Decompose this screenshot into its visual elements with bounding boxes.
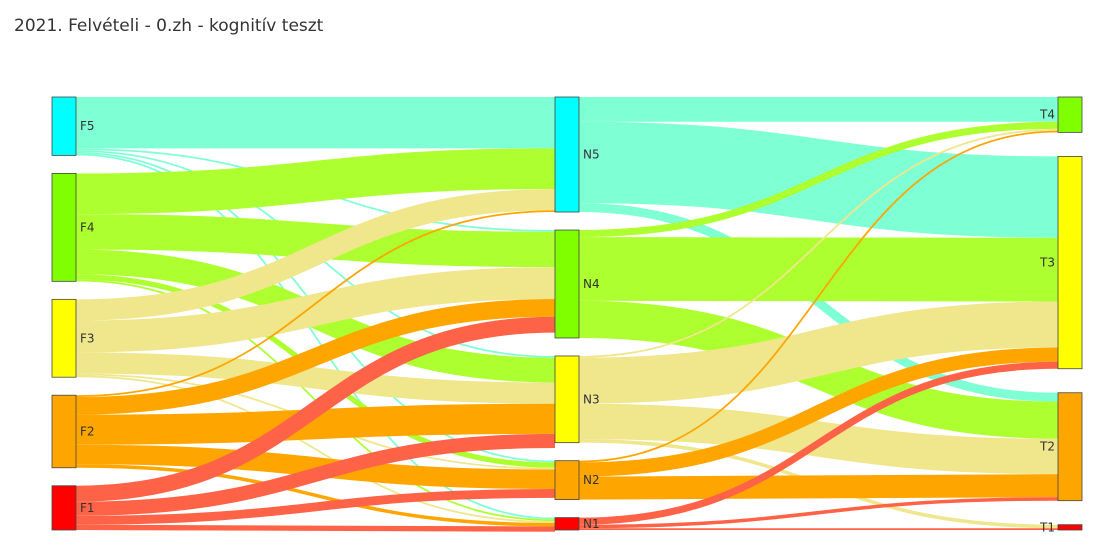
- link-n2-t2[interactable]: [578, 474, 1059, 500]
- node-label-n3: N3: [583, 392, 600, 406]
- link-n3-t4[interactable]: [578, 128, 1059, 358]
- labels-layer: F5 F4 F3 F2 F1 N5 N4 N3 N2 N1 T4 T3 T2 T1: [80, 108, 1055, 535]
- node-label-f4: F4: [80, 220, 95, 234]
- link-n5-t2[interactable]: [578, 203, 1059, 402]
- link-f2-n1[interactable]: [75, 464, 556, 527]
- link-f4-n5[interactable]: [75, 148, 556, 215]
- node-t1[interactable]: [1057, 524, 1083, 531]
- node-label-t4: T4: [1039, 108, 1055, 122]
- node-label-t2: T2: [1039, 440, 1055, 454]
- link-n1-t3[interactable]: [578, 361, 1059, 525]
- nodes-layer: [51, 96, 1083, 531]
- link-f1-n2[interactable]: [75, 488, 556, 525]
- node-label-n4: N4: [583, 277, 600, 291]
- chart-title: 2021. Felvételi - 0.zh - kognitív teszt: [14, 16, 324, 36]
- node-n4[interactable]: [554, 229, 580, 339]
- link-n4-t3[interactable]: [578, 237, 1059, 302]
- link-n4-t4[interactable]: [578, 121, 1059, 238]
- link-f1-n4[interactable]: [75, 316, 556, 502]
- link-f3-n1[interactable]: [75, 375, 556, 523]
- link-f3-n5[interactable]: [75, 189, 556, 321]
- node-f3[interactable]: [51, 298, 77, 378]
- node-label-n1: N1: [583, 517, 600, 531]
- node-label-f2: F2: [80, 424, 95, 438]
- link-n3-t3[interactable]: [578, 301, 1059, 404]
- link-f1-n3[interactable]: [75, 433, 556, 516]
- link-f3-n3[interactable]: [75, 352, 556, 404]
- link-f1-n1[interactable]: [75, 524, 556, 532]
- link-n1-t2[interactable]: [578, 497, 1059, 529]
- link-f3-n4[interactable]: [75, 267, 556, 353]
- link-f2-n4[interactable]: [75, 299, 556, 415]
- node-f5[interactable]: [51, 96, 77, 156]
- node-label-n5: N5: [583, 148, 600, 162]
- node-label-f5: F5: [80, 119, 95, 133]
- node-f1[interactable]: [51, 485, 77, 531]
- node-t4[interactable]: [1057, 96, 1083, 133]
- link-n2-t4[interactable]: [578, 130, 1059, 463]
- node-n3[interactable]: [554, 355, 580, 444]
- node-n5[interactable]: [554, 96, 580, 213]
- node-f4[interactable]: [51, 172, 77, 282]
- link-f4-n4[interactable]: [75, 214, 556, 268]
- link-f2-n3[interactable]: [75, 403, 556, 445]
- node-label-n2: N2: [583, 473, 600, 487]
- link-n2-t3[interactable]: [578, 347, 1059, 477]
- node-label-f1: F1: [80, 501, 95, 515]
- node-t2[interactable]: [1057, 392, 1083, 502]
- node-label-t3: T3: [1039, 256, 1055, 270]
- link-f2-n2[interactable]: [75, 444, 556, 489]
- links-layer: [75, 96, 1059, 532]
- link-f2-n5[interactable]: [75, 210, 556, 397]
- link-n3-t2[interactable]: [578, 403, 1059, 475]
- node-label-t1: T1: [1039, 520, 1055, 534]
- node-label-f3: F3: [80, 331, 95, 345]
- node-t3[interactable]: [1057, 155, 1083, 370]
- node-f2[interactable]: [51, 394, 77, 469]
- node-n2[interactable]: [554, 460, 580, 501]
- node-n1[interactable]: [554, 517, 580, 531]
